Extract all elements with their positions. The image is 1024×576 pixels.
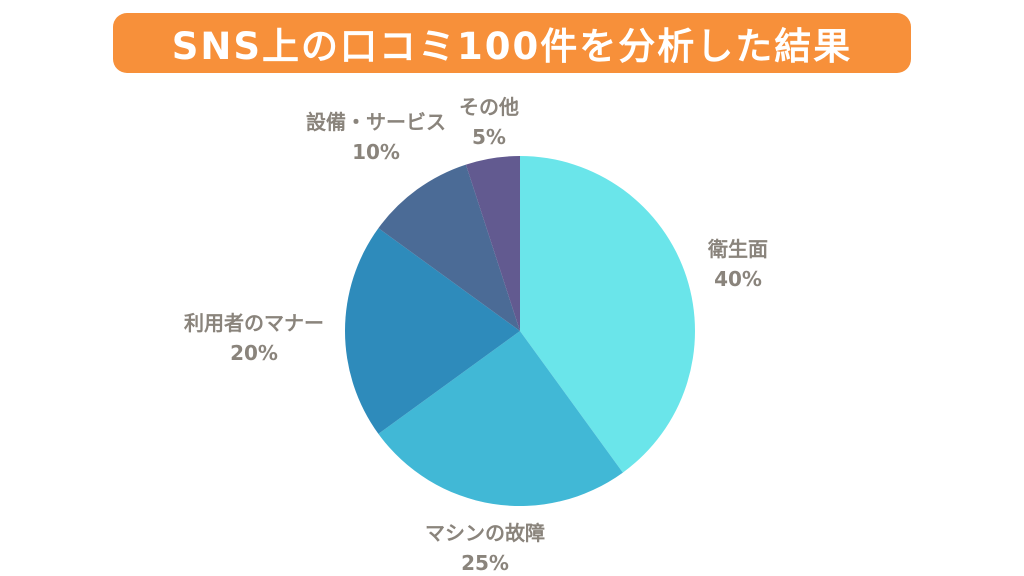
slice-label-3-name: 設備・サービス	[306, 110, 446, 134]
slice-label-2-name: 利用者のマナー	[184, 311, 324, 335]
chart-title: SNS上の口コミ100件を分析した結果	[171, 25, 853, 68]
pie-slice-0	[520, 155, 696, 473]
slice-label-1-value: 25%	[461, 551, 509, 575]
pie-slice-2	[344, 228, 520, 434]
slice-label-3: 設備・サービス 10%	[306, 107, 446, 167]
pie-slice-1	[378, 331, 623, 507]
pie-slices	[344, 155, 696, 507]
title-banner: SNS上の口コミ100件を分析した結果	[113, 13, 911, 73]
slice-label-1: マシンの故障 25%	[425, 518, 545, 576]
slice-label-4-name: その他	[459, 95, 519, 119]
pie-slice-4	[465, 156, 520, 331]
slice-label-4: その他 5%	[459, 92, 519, 152]
slice-label-3-value: 10%	[352, 140, 400, 164]
slice-label-2-value: 20%	[230, 341, 278, 365]
pie-slice-3	[378, 164, 520, 331]
slice-label-0: 衛生面 40%	[708, 234, 768, 294]
slice-label-2: 利用者のマナー 20%	[184, 308, 324, 368]
slice-label-1-name: マシンの故障	[425, 521, 545, 545]
slice-label-0-value: 40%	[714, 267, 762, 291]
slice-label-4-value: 5%	[472, 125, 506, 149]
slice-label-0-name: 衛生面	[708, 237, 768, 261]
